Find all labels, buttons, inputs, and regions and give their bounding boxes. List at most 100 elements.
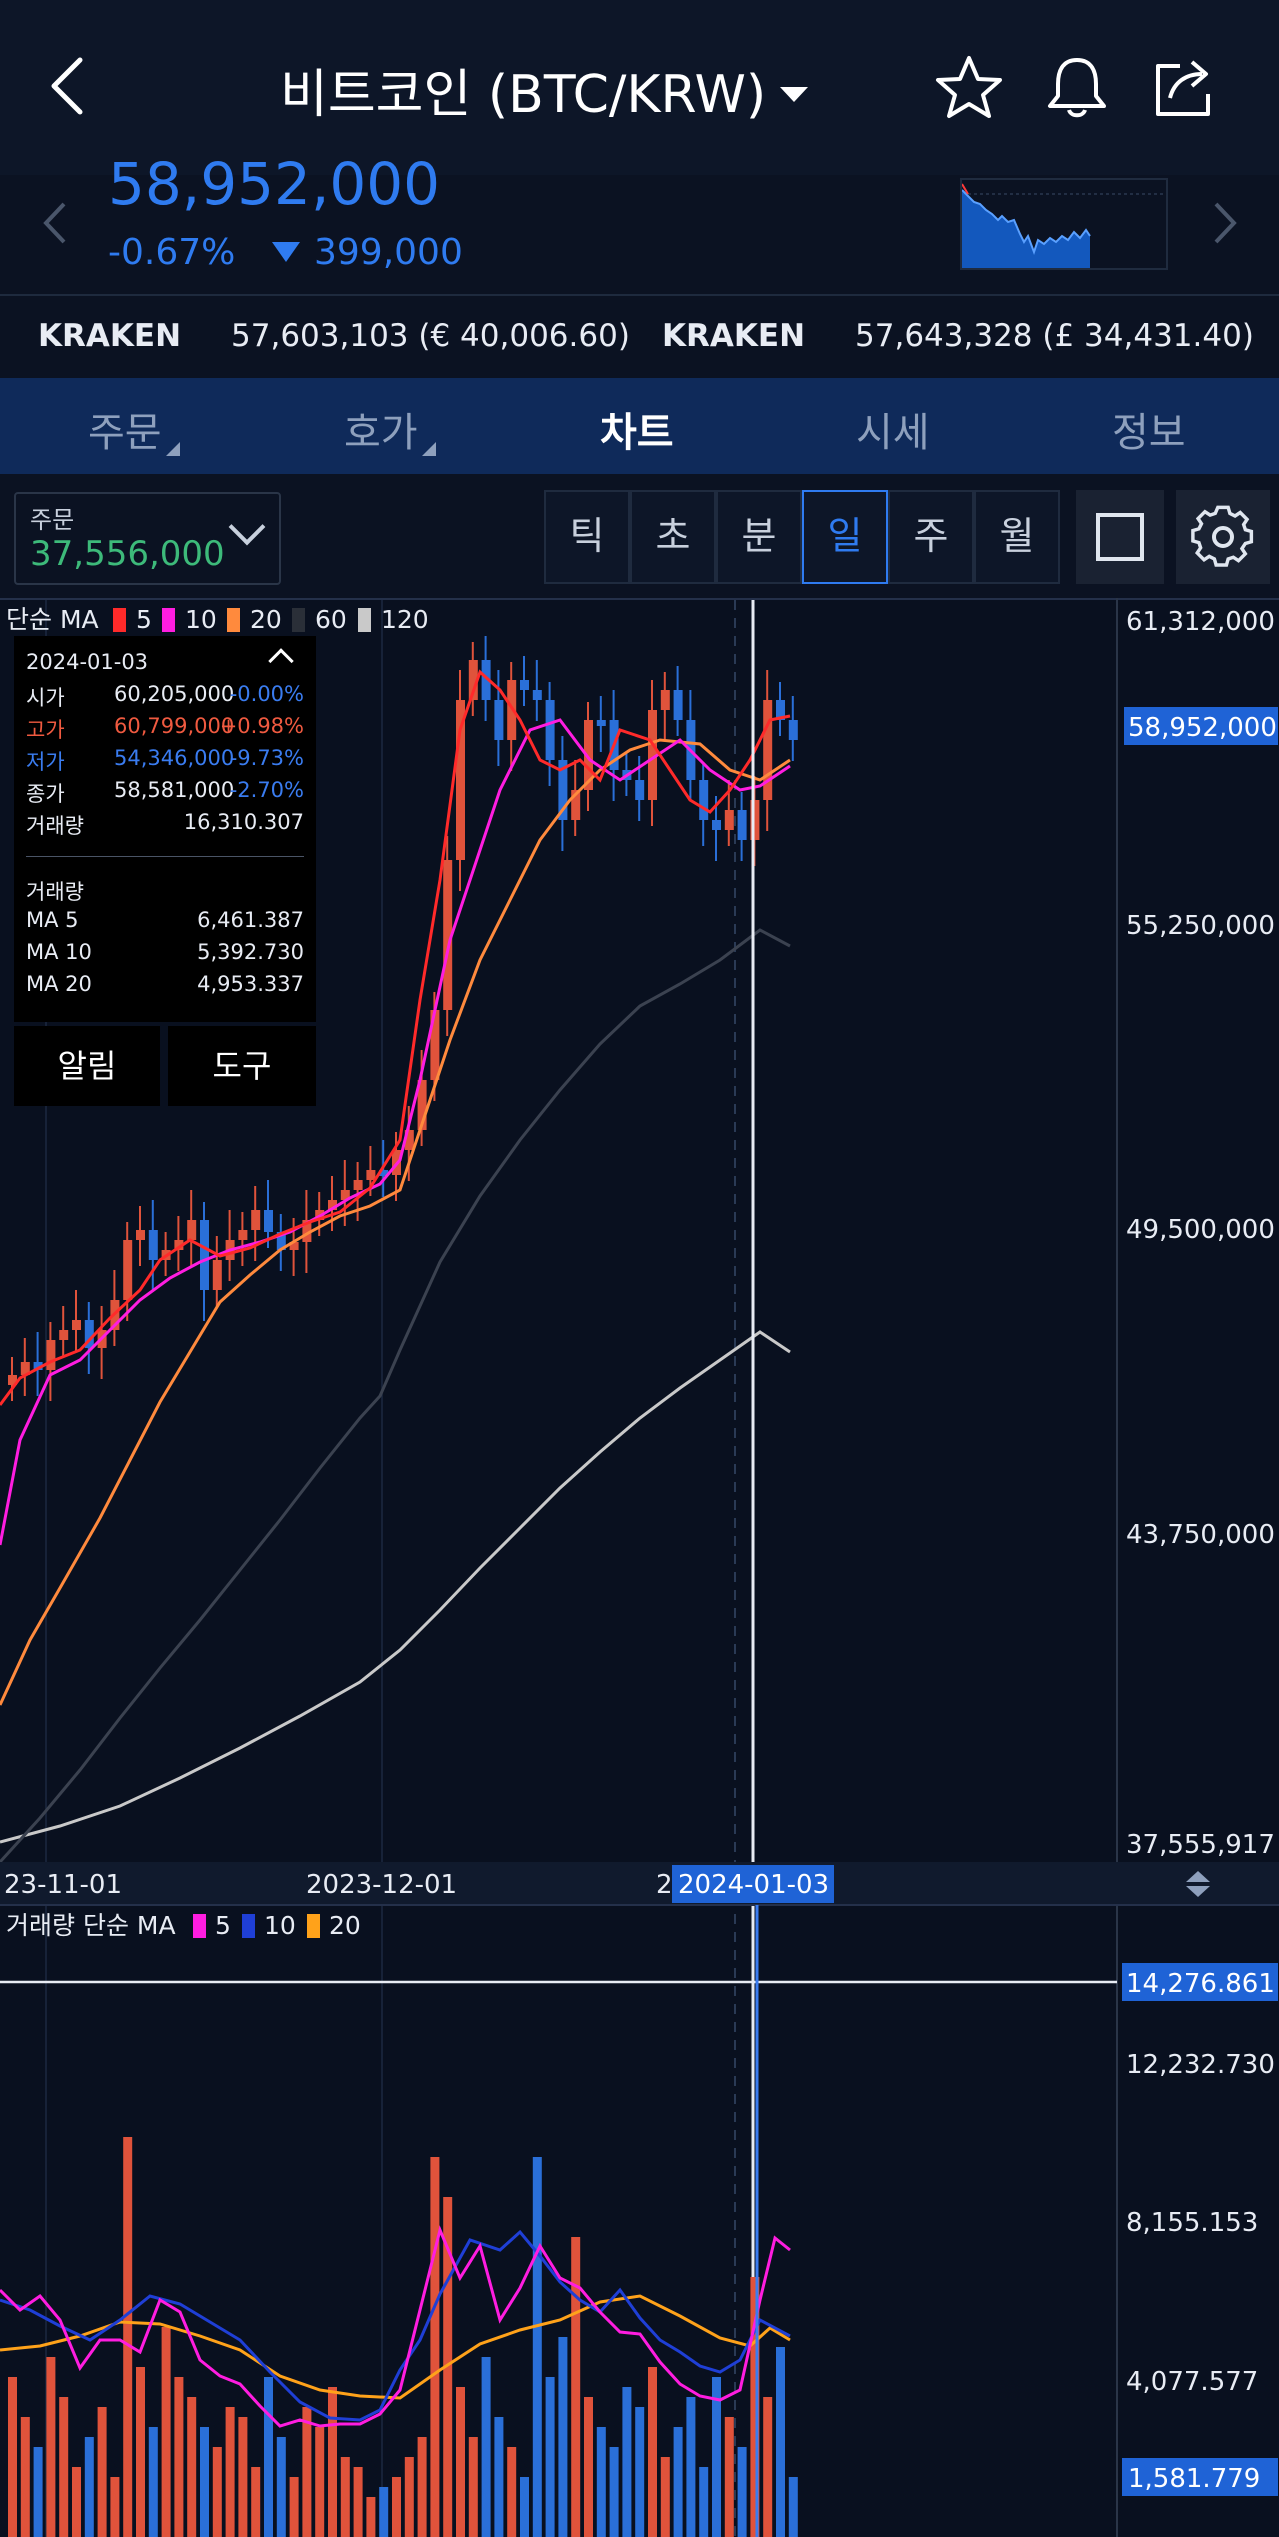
- volume-bar: [481, 2357, 491, 2537]
- down-triangle-icon: [272, 242, 300, 262]
- price-tick: 61,312,000: [1126, 607, 1275, 637]
- candle-body: [545, 700, 555, 760]
- tab-info[interactable]: 정보: [1112, 410, 1186, 456]
- period-week[interactable]: 주: [888, 490, 974, 584]
- info-volume-value: 16,310.307: [183, 810, 304, 834]
- volume-bar: [443, 2197, 453, 2537]
- candle-body: [187, 1220, 197, 1240]
- ma10-swatch: [162, 608, 175, 632]
- prev-market-icon[interactable]: [40, 200, 70, 246]
- chevron-down-icon: [228, 508, 266, 546]
- volume-bar: [673, 2427, 683, 2537]
- tab-chart[interactable]: 차트: [600, 410, 674, 456]
- exchange-name: KRAKEN: [662, 318, 806, 354]
- volume-bar: [456, 2387, 465, 2537]
- info-label-open: 시가: [26, 686, 65, 710]
- info-label-close: 종가: [26, 782, 65, 806]
- star-icon[interactable]: [934, 54, 1004, 120]
- volume-bar: [788, 2477, 798, 2537]
- exchange-name: KRAKEN: [38, 318, 182, 354]
- info-low-value: 54,346,000: [114, 746, 235, 770]
- info-vol-ma5-label: MA 5: [26, 908, 79, 932]
- vol-legend-item: 10: [264, 1911, 296, 1940]
- vol-current-tag-bg: [1122, 2458, 1278, 2496]
- period-second[interactable]: 초: [630, 490, 716, 584]
- change-amount-group: 399,000: [272, 232, 463, 273]
- next-market-icon[interactable]: [1210, 200, 1240, 246]
- volume-bar: [686, 2397, 696, 2537]
- ma20-swatch: [227, 608, 240, 632]
- candle-body: [264, 1210, 273, 1232]
- volume-bar: [340, 2457, 350, 2537]
- vol-crosshair-tag: 14,276.861: [1126, 1969, 1275, 1999]
- volume-bar: [302, 2407, 312, 2537]
- tab-corner-icon: [166, 442, 180, 456]
- ma5-swatch: [113, 608, 126, 632]
- ma-legend-item: 120: [381, 605, 429, 634]
- period-day[interactable]: 일: [802, 490, 888, 584]
- volume-bar: [776, 2347, 785, 2537]
- ma-legend-item: 5: [136, 605, 152, 634]
- share-icon[interactable]: [1150, 54, 1220, 120]
- volume-bar: [558, 2337, 568, 2537]
- candle-body: [59, 1330, 69, 1340]
- vol-ma-legend: 거래량 단순 MA 5 10 20: [6, 1911, 361, 1940]
- volume-bar: [20, 2417, 30, 2537]
- volume-bar: [59, 2397, 69, 2537]
- alert-button[interactable]: 알림: [14, 1026, 160, 1106]
- market-selector[interactable]: 비트코인 (BTC/KRW): [280, 52, 809, 127]
- back-icon[interactable]: [44, 54, 94, 118]
- info-close-value: 58,581,000: [114, 778, 235, 802]
- volume-bar: [84, 2437, 94, 2537]
- top-header: 비트코인 (BTC/KRW): [0, 0, 1279, 175]
- volume-bar: [161, 2327, 171, 2537]
- period-month[interactable]: 월: [974, 490, 1060, 584]
- candle-body: [251, 1210, 261, 1230]
- vol-tick: 8,155.153: [1126, 2208, 1258, 2238]
- candle-body: [148, 1230, 158, 1260]
- volume-bar: [212, 2447, 222, 2537]
- volume-bar: [699, 2467, 709, 2537]
- ma-legend-item: 10: [185, 605, 217, 634]
- tab-corner-icon: [422, 442, 436, 456]
- settings-button[interactable]: [1176, 490, 1270, 584]
- gear-icon: [1191, 505, 1254, 567]
- candle-body: [200, 1220, 209, 1290]
- exchange-price-1: KRAKEN 57,603,103 (€ 40,006.60): [38, 318, 630, 354]
- resize-handle-icon[interactable]: [1186, 1871, 1210, 1897]
- candle-body: [379, 1170, 389, 1176]
- fullscreen-button[interactable]: [1076, 490, 1164, 584]
- date-tick: 23-11-01: [4, 1870, 122, 1900]
- volume-bar: [635, 2407, 645, 2537]
- candle-body: [763, 700, 773, 800]
- tab-orderbook[interactable]: 호가: [344, 410, 418, 456]
- tools-button[interactable]: 도구: [168, 1026, 316, 1106]
- info-vol-ma10-value: 5,392.730: [197, 940, 304, 964]
- info-vol-ma5-value: 6,461.387: [197, 908, 304, 932]
- volume-bar: [366, 2497, 376, 2537]
- tab-quotes[interactable]: 시세: [856, 410, 930, 456]
- vol-legend-item: 20: [329, 1911, 361, 1940]
- bell-icon[interactable]: [1042, 54, 1112, 120]
- volume-bar: [648, 2367, 657, 2537]
- candle-body: [712, 820, 721, 830]
- period-minute[interactable]: 분: [716, 490, 802, 584]
- volume-bar: [712, 2377, 721, 2537]
- divider: [0, 294, 1279, 296]
- candle-body: [302, 1220, 312, 1242]
- candle-body: [520, 680, 529, 690]
- order-dropdown[interactable]: 주문 37,556,000: [14, 492, 281, 585]
- candle-body: [404, 1130, 414, 1150]
- volume-bar: [430, 2157, 440, 2537]
- mini-chart[interactable]: [960, 178, 1168, 270]
- volume-bar: [187, 2397, 197, 2537]
- volume-bar: [532, 2157, 542, 2537]
- tab-order[interactable]: 주문: [88, 410, 162, 456]
- info-close-pct: -2.70%: [229, 778, 304, 802]
- candle-body: [660, 690, 670, 710]
- volume-bar: [622, 2387, 632, 2537]
- candle-body: [72, 1320, 81, 1330]
- period-tick[interactable]: 틱: [544, 490, 630, 584]
- info-vol-ma20-value: 4,953.337: [197, 972, 304, 996]
- volume-bar: [596, 2427, 606, 2537]
